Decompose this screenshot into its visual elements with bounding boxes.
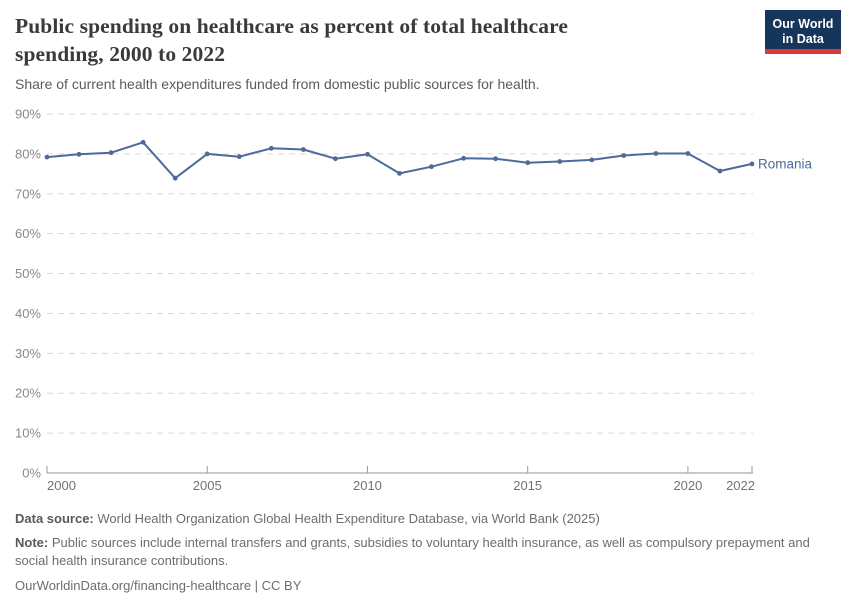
data-point <box>653 151 659 156</box>
data-point <box>525 160 531 166</box>
owid-logo: Our World in Data <box>765 10 841 54</box>
page-subtitle: Share of current health expenditures fun… <box>15 76 540 92</box>
x-tick-label: 2022 <box>726 478 755 493</box>
data-source-text: World Health Organization Global Health … <box>93 511 600 526</box>
data-point <box>268 145 274 151</box>
data-point <box>589 157 595 163</box>
x-tick-label: 2000 <box>47 478 76 493</box>
y-tick-label: 50% <box>15 266 41 281</box>
data-point <box>749 161 755 167</box>
note-text: Public sources include internal transfer… <box>15 535 810 569</box>
data-point <box>557 159 563 164</box>
data-point <box>333 156 338 162</box>
data-source-label: Data source: <box>15 511 94 526</box>
y-tick-label: 0% <box>22 466 41 481</box>
page-title: Public spending on healthcare as percent… <box>15 12 568 68</box>
data-point <box>717 168 723 174</box>
data-point <box>236 154 242 160</box>
note-label: Note: <box>15 535 49 551</box>
y-tick-label: 20% <box>15 386 41 401</box>
data-point <box>493 156 498 162</box>
data-point <box>76 151 82 157</box>
series-label: Romania <box>758 156 813 171</box>
note-line: Note: Public sources include internal tr… <box>15 534 821 570</box>
y-tick-label: 90% <box>15 107 41 122</box>
data-point <box>461 155 466 161</box>
owid-logo-line1: Our World <box>772 17 834 31</box>
data-source-line: Data source: World Health Organization G… <box>15 510 821 528</box>
line-chart: 0% 10% 20% 30% 40% 50% 60% 70% 80% 90% 2000 2005 201… <box>15 107 813 494</box>
x-tick-label: 2015 <box>513 478 542 493</box>
data-point <box>204 151 210 157</box>
license-line: OurWorldinData.org/financing-healthcare … <box>15 577 302 593</box>
owid-logo-line2: in Data <box>782 32 824 46</box>
page-title-line2: spending, 2000 to 2022 <box>15 42 226 66</box>
chart-footer: Data source: World Health Organization G… <box>15 510 821 600</box>
y-tick-label: 30% <box>15 346 41 361</box>
data-point <box>301 147 306 152</box>
y-tick-label: 80% <box>15 146 41 161</box>
data-point <box>365 151 370 157</box>
y-tick-label: 60% <box>15 226 41 241</box>
data-point <box>172 175 178 181</box>
data-point <box>621 153 627 158</box>
data-point <box>108 150 114 156</box>
y-tick-label: 10% <box>15 426 41 441</box>
data-point <box>397 171 402 176</box>
data-point <box>44 154 50 160</box>
data-point <box>140 139 146 145</box>
data-point <box>685 151 691 156</box>
data-point <box>429 164 434 170</box>
y-tick-label: 40% <box>15 306 41 321</box>
x-tick-label: 2005 <box>193 478 222 493</box>
y-tick-label: 70% <box>15 186 41 201</box>
page-title-line1: Public spending on healthcare as percent… <box>15 14 569 38</box>
x-tick-label: 2010 <box>353 478 382 493</box>
x-tick-label: 2020 <box>673 478 702 493</box>
